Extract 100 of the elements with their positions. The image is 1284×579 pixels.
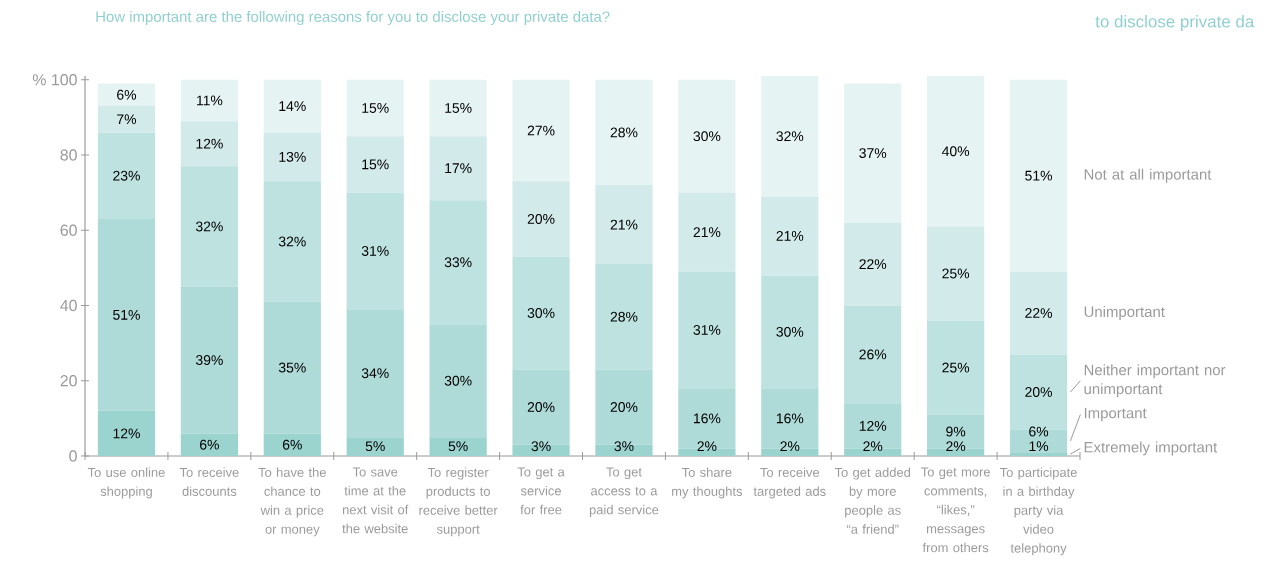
x-tick-label: To receive discounts (179, 467, 239, 496)
data-label: 5% (365, 441, 385, 452)
bar (678, 192, 736, 272)
data-label: 12% (196, 138, 223, 149)
data-label: 2% (780, 441, 800, 452)
data-label: 2% (946, 441, 966, 452)
bar (97, 106, 156, 133)
y-tick-label: 60 (60, 224, 77, 236)
bar (1009, 452, 1068, 456)
bar (761, 75, 819, 197)
data-label: 22% (1025, 308, 1053, 318)
bar (678, 79, 736, 193)
bar (346, 192, 404, 310)
y-tick-label: 80 (60, 149, 77, 161)
data-label: 6% (117, 89, 137, 100)
bar (844, 83, 902, 223)
x-tick-label: To participate in a birthday party via video telephony (999, 467, 1077, 556)
bar (761, 388, 819, 449)
y-tick-label: 0 (69, 450, 77, 462)
bar (346, 136, 404, 193)
data-label: 23% (113, 170, 140, 181)
data-label: 26% (859, 349, 887, 360)
x-tick-label: To get added by more people as “a friend” (834, 467, 911, 534)
bar (595, 79, 653, 186)
bar (927, 320, 985, 415)
data-label: 12% (113, 428, 140, 439)
y-tick-label: % 100 (32, 74, 77, 86)
data-label: 32% (195, 221, 223, 232)
x-tick-label: To get a service for free (517, 467, 565, 515)
series-label: Neither important nor unimportant (1084, 364, 1226, 398)
data-label: 6% (200, 439, 219, 450)
data-label: 9% (946, 426, 966, 437)
data-label: 21% (776, 230, 804, 241)
data-label: 16% (693, 413, 721, 424)
bar (346, 437, 404, 456)
bar (512, 181, 570, 257)
bar (346, 79, 404, 137)
data-label: 33% (444, 257, 472, 268)
x-tick-label: To use online shopping (87, 467, 165, 499)
data-label: 17% (445, 163, 472, 174)
bar (512, 256, 570, 370)
bar (429, 437, 487, 456)
data-label: 6% (282, 439, 302, 450)
data-label: 25% (942, 362, 970, 373)
data-label: 15% (445, 103, 472, 113)
data-label: 27% (527, 125, 555, 136)
bar (678, 388, 736, 449)
series-label: Extremely important (1084, 441, 1218, 456)
data-label: 15% (362, 103, 389, 113)
bar (1009, 79, 1068, 272)
data-label: 31% (361, 245, 389, 256)
data-label: 20% (1025, 387, 1053, 397)
bar (180, 121, 238, 167)
data-label: 5% (448, 441, 468, 452)
data-label: 20% (527, 402, 555, 413)
x-tick-label: To register products to receive better support (419, 467, 498, 537)
data-label: 2% (697, 441, 717, 452)
bar (346, 309, 404, 438)
data-label: 51% (113, 309, 140, 320)
bar (927, 414, 985, 449)
bar (844, 403, 902, 449)
data-label: 7% (117, 114, 137, 125)
bar (429, 200, 487, 325)
data-label: 30% (693, 131, 721, 142)
x-tick-label: To receive targeted ads (753, 467, 826, 499)
y-tick-label: 20 (60, 375, 77, 387)
bar (429, 79, 487, 137)
bar (263, 181, 321, 302)
bar (263, 132, 321, 182)
data-label: 16% (776, 413, 804, 424)
data-label: 11% (197, 95, 223, 106)
data-label: 31% (693, 325, 721, 335)
bar (761, 196, 819, 276)
data-label: 40% (941, 146, 970, 157)
data-label: 20% (527, 214, 555, 224)
x-tick-label: To get access to a paid service (589, 467, 659, 517)
data-label: 30% (527, 308, 555, 318)
bar (263, 79, 321, 133)
data-label: 51% (1025, 170, 1053, 181)
data-label: 12% (859, 420, 887, 431)
data-label: 14% (279, 101, 306, 111)
series-label: Not at all important (1084, 168, 1212, 183)
bar (97, 83, 156, 107)
bar (761, 275, 819, 389)
bar (512, 79, 570, 182)
bar (180, 79, 238, 122)
data-label: 21% (610, 219, 638, 230)
x-tick-label: To get more comments, “likes,” messages from others (921, 467, 990, 553)
data-label: 30% (776, 326, 804, 337)
bar (180, 166, 238, 287)
bar (927, 226, 985, 321)
data-label: 3% (531, 441, 551, 452)
bar (844, 305, 902, 404)
series-label: Important (1084, 407, 1147, 422)
data-label: 21% (693, 227, 721, 238)
bar (180, 433, 238, 456)
bar (678, 271, 736, 389)
y-tick-label: 40 (60, 299, 77, 312)
data-label: 34% (361, 368, 389, 379)
series-label: Unimportant (1084, 306, 1165, 320)
